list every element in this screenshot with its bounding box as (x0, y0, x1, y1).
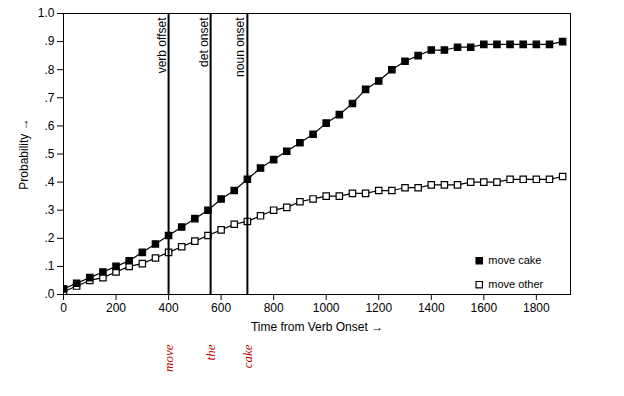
svg-text:1400: 1400 (418, 301, 445, 315)
svg-text:verb offset: verb offset (155, 17, 169, 73)
svg-text:.2: .2 (44, 231, 54, 245)
svg-text:cake: cake (240, 344, 255, 368)
svg-text:det onset: det onset (197, 17, 211, 67)
svg-text:move cake: move cake (488, 254, 541, 266)
svg-text:.5: .5 (44, 147, 54, 161)
svg-text:1600: 1600 (470, 301, 497, 315)
svg-text:.6: .6 (44, 119, 54, 133)
svg-text:200: 200 (106, 301, 126, 315)
svg-text:1800: 1800 (523, 301, 550, 315)
svg-text:1000: 1000 (313, 301, 340, 315)
svg-text:.9: .9 (44, 34, 54, 48)
svg-text:.3: .3 (44, 203, 54, 217)
svg-text:.8: .8 (44, 63, 54, 77)
svg-text:noun onset: noun onset (233, 17, 247, 77)
svg-text:Time from Verb Onset →: Time from Verb Onset → (251, 320, 383, 334)
svg-text:move: move (161, 344, 176, 372)
svg-text:the: the (203, 344, 218, 360)
svg-text:.1: .1 (44, 259, 54, 273)
svg-text:.0: .0 (44, 287, 54, 301)
svg-text:0: 0 (60, 301, 67, 315)
svg-text:.7: .7 (44, 91, 54, 105)
svg-text:800: 800 (264, 301, 284, 315)
svg-text:1200: 1200 (365, 301, 392, 315)
svg-text:1.0: 1.0 (38, 6, 55, 20)
svg-text:400: 400 (159, 301, 179, 315)
svg-text:600: 600 (211, 301, 231, 315)
svg-text:Probability →: Probability → (17, 118, 31, 189)
svg-text:move other: move other (488, 278, 543, 290)
svg-text:.4: .4 (44, 175, 54, 189)
